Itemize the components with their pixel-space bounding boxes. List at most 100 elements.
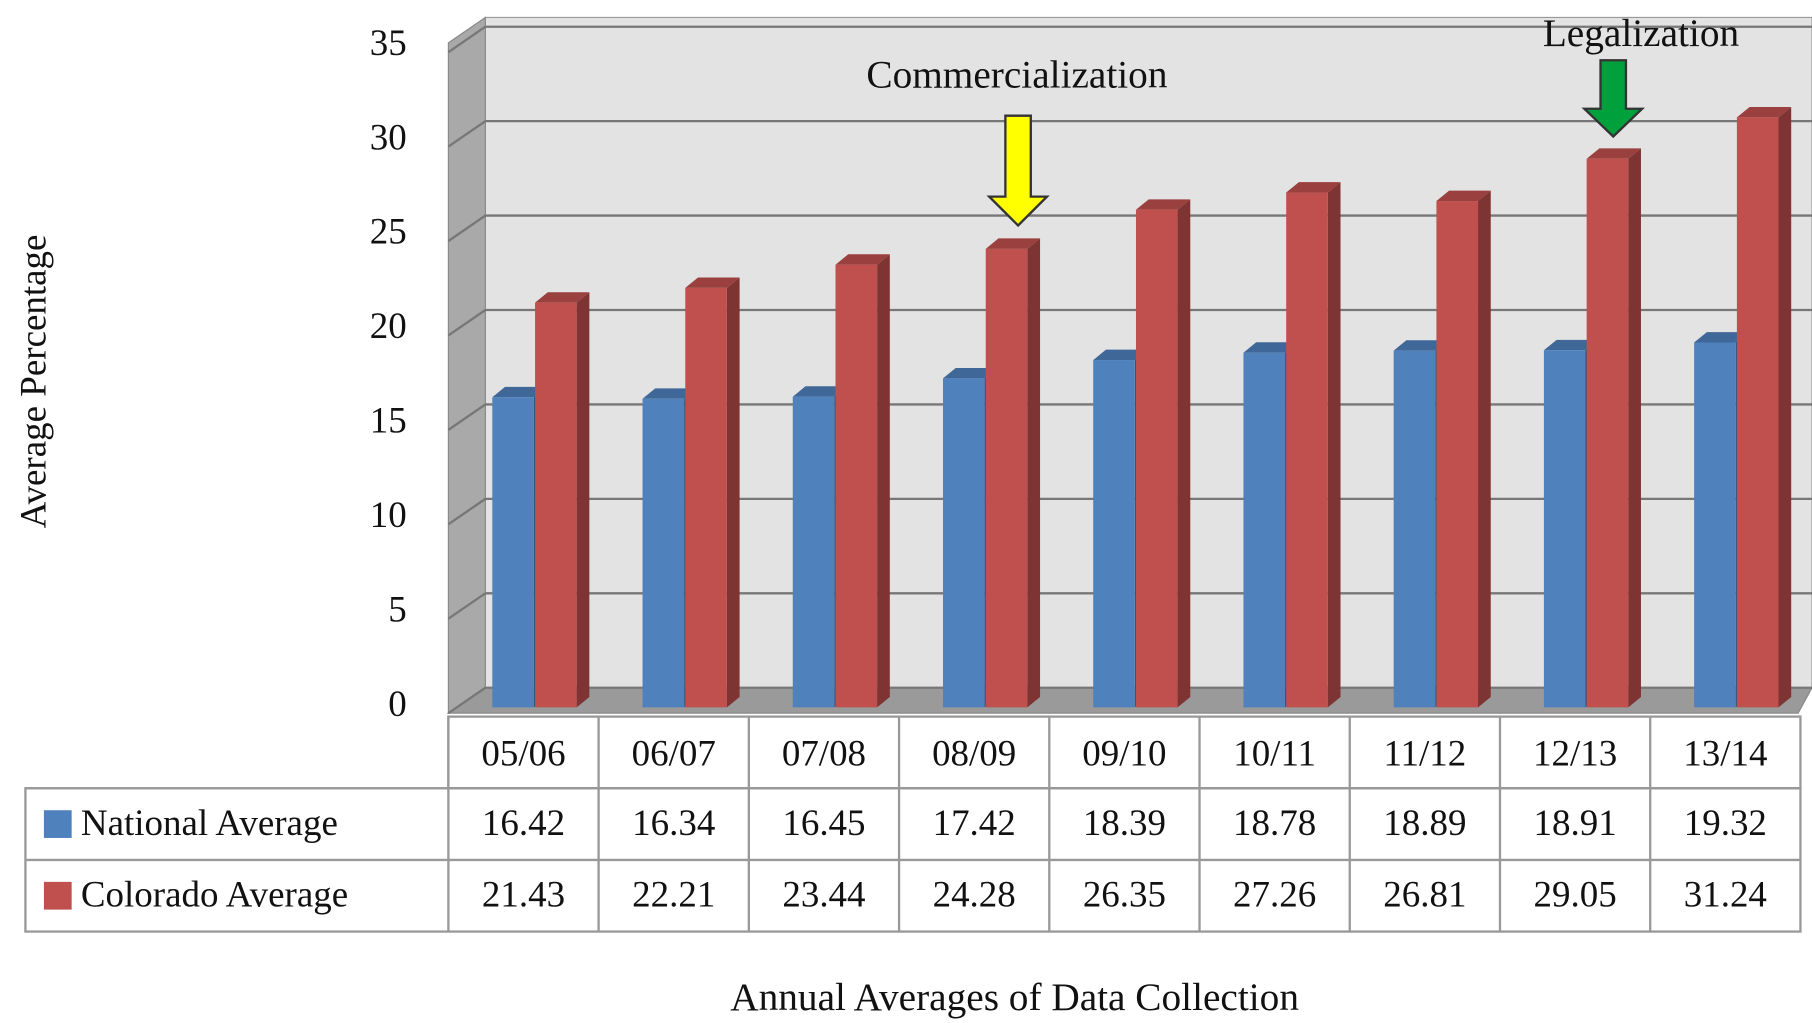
bar — [1736, 106, 1792, 708]
grid-line — [447, 25, 487, 54]
bar-top — [985, 238, 1041, 249]
y-tick-label: 35 — [370, 22, 407, 63]
table-value: 18.78 — [1233, 802, 1316, 843]
y-tick-label: 30 — [370, 116, 407, 157]
table-value: 26.35 — [1083, 874, 1166, 915]
x-tick-label: 11/12 — [1383, 733, 1466, 774]
x-tick-label: 13/14 — [1683, 733, 1767, 774]
bar-top — [792, 386, 848, 397]
table-value: 18.39 — [1083, 802, 1166, 843]
bar-top — [642, 388, 697, 399]
table-value: 18.89 — [1383, 802, 1466, 843]
bar-front — [985, 248, 1028, 708]
bar-top — [1586, 148, 1641, 159]
bar — [535, 292, 590, 708]
bar-side — [1177, 199, 1191, 708]
y-tick-label: 5 — [388, 588, 406, 629]
legend-swatch — [43, 810, 72, 838]
table-value: 29.05 — [1534, 874, 1617, 915]
x-tick-label: 05/06 — [481, 733, 565, 774]
side-wall — [447, 16, 486, 715]
grid-line — [447, 686, 487, 715]
bar-top — [1286, 182, 1341, 193]
y-tick-label: 0 — [388, 683, 406, 724]
bar-top — [492, 386, 547, 398]
y-tick-label: 10 — [370, 494, 407, 535]
arrow — [986, 114, 1050, 228]
bar-front — [1736, 117, 1779, 708]
x-tick-label: 12/13 — [1533, 733, 1617, 774]
table-value: 23.44 — [782, 874, 865, 915]
bar-top — [685, 277, 740, 288]
bar-front — [1586, 158, 1629, 708]
bar-top — [1393, 340, 1448, 351]
bar-front — [1135, 209, 1178, 708]
table-value: 18.91 — [1534, 802, 1617, 843]
grid-line — [447, 309, 487, 337]
bar-front — [535, 302, 577, 708]
table-value: 27.26 — [1233, 874, 1316, 915]
bar — [685, 277, 740, 708]
x-tick-label: 10/11 — [1233, 733, 1316, 774]
bar-side — [877, 254, 890, 708]
bar-front — [1393, 350, 1436, 708]
x-tick-label: 06/07 — [632, 733, 716, 774]
bar-side — [1778, 106, 1792, 708]
bar-top — [1694, 332, 1749, 343]
bar-front — [1436, 201, 1479, 708]
bar-front — [835, 264, 878, 708]
bar-side — [576, 292, 590, 708]
grid-line — [447, 592, 487, 620]
bar-front — [942, 378, 985, 708]
table-value: 16.34 — [632, 802, 715, 843]
table-value: 22.21 — [632, 874, 715, 915]
bar — [1436, 190, 1491, 708]
annotation: Commercialization — [866, 54, 1167, 97]
bar-front — [1694, 342, 1736, 708]
bar-top — [1135, 199, 1191, 210]
grid-line — [447, 403, 487, 431]
bar-top — [1736, 106, 1792, 118]
bar-front — [642, 398, 685, 708]
legend-label: National Average — [81, 802, 338, 843]
table-value: 26.81 — [1383, 874, 1466, 915]
bar-top — [535, 292, 590, 303]
bar-side — [1027, 238, 1041, 708]
table-value: 17.42 — [933, 802, 1016, 843]
y-tick-label: 15 — [370, 400, 407, 441]
bar — [1286, 182, 1341, 708]
table-value: 24.28 — [933, 874, 1016, 915]
bar-front — [685, 287, 727, 708]
table-value: 21.43 — [482, 874, 565, 915]
x-tick-label: 07/08 — [782, 733, 866, 774]
grid-line — [447, 120, 487, 148]
bar-front — [792, 396, 835, 708]
bar — [1586, 148, 1641, 708]
bar-top — [835, 254, 890, 265]
grid-line — [447, 497, 487, 526]
bar-front — [1093, 360, 1135, 708]
bar-side — [1478, 190, 1491, 708]
y-axis-label: Average Percentage — [12, 235, 53, 529]
bar — [1135, 199, 1191, 708]
arrow — [1581, 59, 1645, 139]
table-value: 31.24 — [1684, 874, 1767, 915]
bar-top — [1543, 339, 1599, 351]
x-tick-label: 08/09 — [932, 733, 1016, 774]
bar-side — [1628, 148, 1641, 708]
y-tick-label: 25 — [370, 211, 407, 252]
bar — [835, 254, 890, 708]
x-axis-label: Annual Averages of Data Collection — [730, 976, 1299, 1019]
bar-side — [726, 277, 740, 708]
table-value: 19.32 — [1684, 802, 1767, 843]
bar-front — [1243, 352, 1286, 708]
bar-top — [1093, 349, 1148, 361]
bar — [985, 238, 1041, 708]
table-value: 16.42 — [482, 802, 565, 843]
bar-front — [492, 397, 534, 708]
x-tick-label: 09/10 — [1082, 733, 1166, 774]
grid-line — [447, 214, 487, 242]
bar-front — [1286, 192, 1328, 708]
bar-top — [1243, 342, 1298, 353]
legend-label: Colorado Average — [81, 874, 348, 915]
